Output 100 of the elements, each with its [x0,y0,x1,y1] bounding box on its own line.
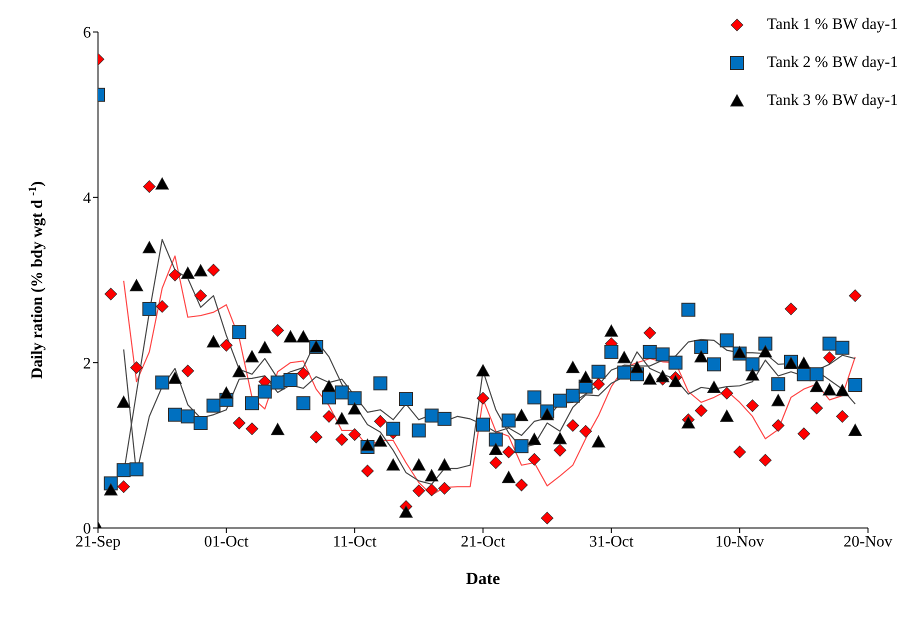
point [488,432,503,447]
point [271,324,284,337]
point [438,482,451,495]
point [604,324,618,337]
point [617,366,632,380]
point [220,386,234,399]
x-tick-label: 10-Nov [715,533,764,550]
point [476,418,490,432]
point [836,410,849,423]
point [694,404,708,417]
x-tick-label: 21-Oct [460,533,506,550]
point [566,419,580,432]
x-tick-label: 20-Nov [844,533,892,550]
point [528,432,542,446]
point [707,357,721,372]
point [373,376,388,390]
point [810,367,824,382]
point [374,434,388,447]
point [232,325,246,340]
point [143,180,156,193]
point [424,408,439,423]
point [361,464,374,478]
point [566,360,580,374]
point [142,302,156,316]
point [270,422,284,436]
point [578,370,592,384]
point [207,264,220,276]
point [502,446,515,458]
point [438,412,452,426]
point [784,302,798,316]
point [270,376,285,390]
point [604,344,618,359]
point [810,380,824,392]
point [758,336,772,351]
point [668,374,682,388]
point [771,394,785,406]
point [168,268,182,282]
point [348,391,362,406]
point [642,344,657,359]
point [232,416,246,430]
point [258,340,272,354]
point [771,377,786,392]
point [425,484,438,496]
x-tick-label: 01-Oct [204,533,250,550]
point [528,453,541,466]
point [386,458,400,471]
point [668,356,682,370]
point [130,462,144,476]
point [644,326,656,340]
point [399,392,413,406]
point [540,512,554,524]
point [194,264,208,276]
point [694,340,708,354]
point [720,333,734,348]
point [322,380,336,392]
point [566,388,580,403]
point [822,383,836,396]
point [848,289,862,302]
point [310,430,322,444]
point [155,376,170,390]
point [617,350,631,364]
point [206,335,220,348]
point [104,288,118,300]
point [117,480,130,493]
point [720,410,734,422]
point [284,373,298,388]
point [206,398,220,413]
point [553,394,567,408]
x-tick-label: 21-Sep [75,533,121,550]
point [438,458,452,471]
point [822,336,836,351]
point [823,351,836,364]
point [540,408,554,420]
point [758,345,772,358]
point [322,410,336,423]
point [194,416,208,430]
point [592,435,606,448]
point [797,356,811,369]
point [258,384,272,399]
point [142,240,156,254]
point [476,364,490,376]
point [515,478,528,492]
point [720,386,734,400]
point [502,414,516,428]
point [592,378,605,390]
point [360,438,374,451]
point [514,408,528,422]
point [848,378,862,392]
point [682,416,696,429]
point [246,422,258,436]
point [232,364,246,378]
point [155,177,169,190]
legend-label: Tank 3 % BW day-1 [767,92,898,110]
point [168,372,182,384]
point [656,370,670,382]
point [527,390,542,404]
point [130,361,143,374]
point [116,463,131,478]
point [553,432,567,444]
point [810,402,823,414]
